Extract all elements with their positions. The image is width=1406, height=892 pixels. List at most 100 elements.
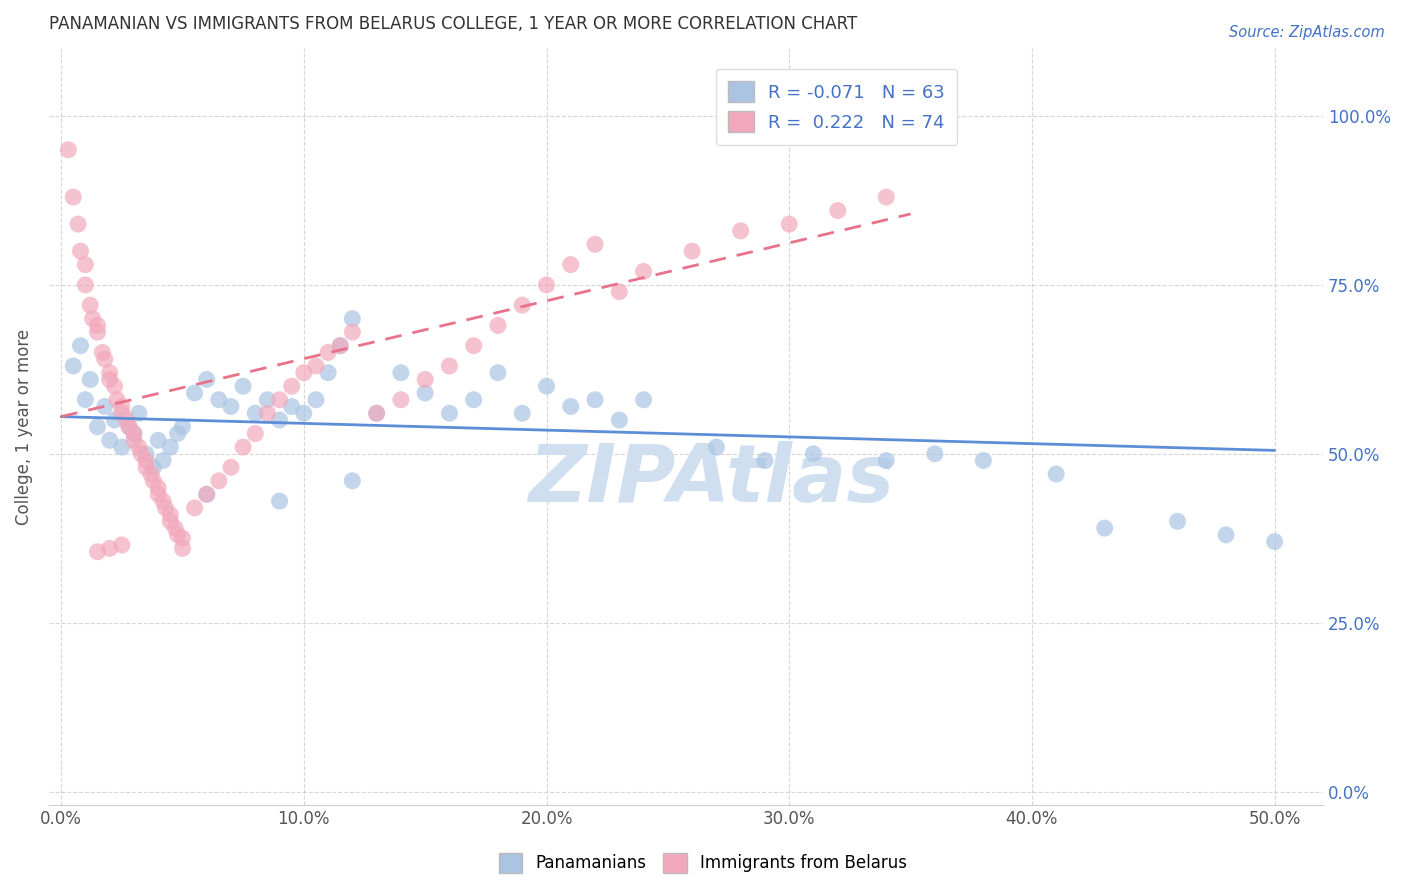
Point xyxy=(292,366,315,380)
Point xyxy=(329,339,352,353)
Point xyxy=(463,392,485,407)
Point xyxy=(94,352,117,367)
Point xyxy=(62,359,84,373)
Point xyxy=(103,413,125,427)
Point xyxy=(536,379,558,393)
Point xyxy=(115,413,138,427)
Point xyxy=(681,244,703,259)
Point xyxy=(152,494,174,508)
Point xyxy=(329,339,352,353)
Point xyxy=(583,392,606,407)
Point xyxy=(208,474,231,488)
Point xyxy=(128,406,150,420)
Point xyxy=(269,413,291,427)
Point xyxy=(98,372,121,386)
Point xyxy=(172,531,194,545)
Point xyxy=(142,460,165,475)
Point xyxy=(122,426,145,441)
Point xyxy=(439,359,461,373)
Point xyxy=(111,440,134,454)
Point xyxy=(62,190,84,204)
Point xyxy=(633,264,655,278)
Point xyxy=(111,400,134,414)
Point xyxy=(86,419,108,434)
Point xyxy=(256,392,278,407)
Point xyxy=(413,372,436,386)
Point xyxy=(439,406,461,420)
Point xyxy=(778,217,800,231)
Point xyxy=(305,392,328,407)
Point xyxy=(292,406,315,420)
Point xyxy=(79,372,101,386)
Point xyxy=(366,406,388,420)
Point xyxy=(269,392,291,407)
Legend: Panamanians, Immigrants from Belarus: Panamanians, Immigrants from Belarus xyxy=(492,847,914,880)
Point xyxy=(486,366,509,380)
Point xyxy=(166,528,188,542)
Point xyxy=(510,406,533,420)
Point xyxy=(219,400,242,414)
Point xyxy=(280,400,302,414)
Point xyxy=(280,379,302,393)
Point xyxy=(155,500,177,515)
Point xyxy=(148,487,170,501)
Point xyxy=(183,386,205,401)
Text: PANAMANIAN VS IMMIGRANTS FROM BELARUS COLLEGE, 1 YEAR OR MORE CORRELATION CHART: PANAMANIAN VS IMMIGRANTS FROM BELARUS CO… xyxy=(49,15,858,33)
Point xyxy=(1045,467,1067,481)
Point xyxy=(172,419,194,434)
Point xyxy=(111,406,134,420)
Point xyxy=(159,514,181,528)
Point xyxy=(219,460,242,475)
Point xyxy=(256,406,278,420)
Point xyxy=(152,453,174,467)
Point xyxy=(730,224,752,238)
Point xyxy=(342,474,364,488)
Point xyxy=(69,244,91,259)
Point xyxy=(316,345,339,359)
Point xyxy=(536,277,558,292)
Point xyxy=(633,392,655,407)
Point xyxy=(75,258,97,272)
Point xyxy=(135,460,157,475)
Point xyxy=(232,379,254,393)
Point xyxy=(67,217,90,231)
Point xyxy=(195,372,218,386)
Point xyxy=(94,400,117,414)
Point xyxy=(98,366,121,380)
Point xyxy=(86,318,108,333)
Point xyxy=(129,447,152,461)
Point xyxy=(827,203,849,218)
Point xyxy=(924,447,946,461)
Point xyxy=(139,467,162,481)
Point xyxy=(366,406,388,420)
Point xyxy=(82,311,104,326)
Point xyxy=(195,487,218,501)
Point xyxy=(165,521,187,535)
Point xyxy=(148,434,170,448)
Point xyxy=(166,426,188,441)
Point xyxy=(86,325,108,339)
Point xyxy=(706,440,728,454)
Point xyxy=(98,434,121,448)
Point xyxy=(486,318,509,333)
Point xyxy=(69,339,91,353)
Point xyxy=(342,325,364,339)
Point xyxy=(413,386,436,401)
Point xyxy=(510,298,533,312)
Point xyxy=(803,447,825,461)
Point xyxy=(342,311,364,326)
Point xyxy=(135,453,157,467)
Point xyxy=(316,366,339,380)
Point xyxy=(159,508,181,522)
Point xyxy=(148,481,170,495)
Point xyxy=(560,400,582,414)
Point xyxy=(232,440,254,454)
Point xyxy=(245,426,267,441)
Point xyxy=(75,277,97,292)
Point xyxy=(98,541,121,556)
Point xyxy=(135,447,157,461)
Point xyxy=(75,392,97,407)
Point xyxy=(159,440,181,454)
Legend: R = -0.071   N = 63, R =  0.222   N = 74: R = -0.071 N = 63, R = 0.222 N = 74 xyxy=(716,69,957,145)
Point xyxy=(105,392,128,407)
